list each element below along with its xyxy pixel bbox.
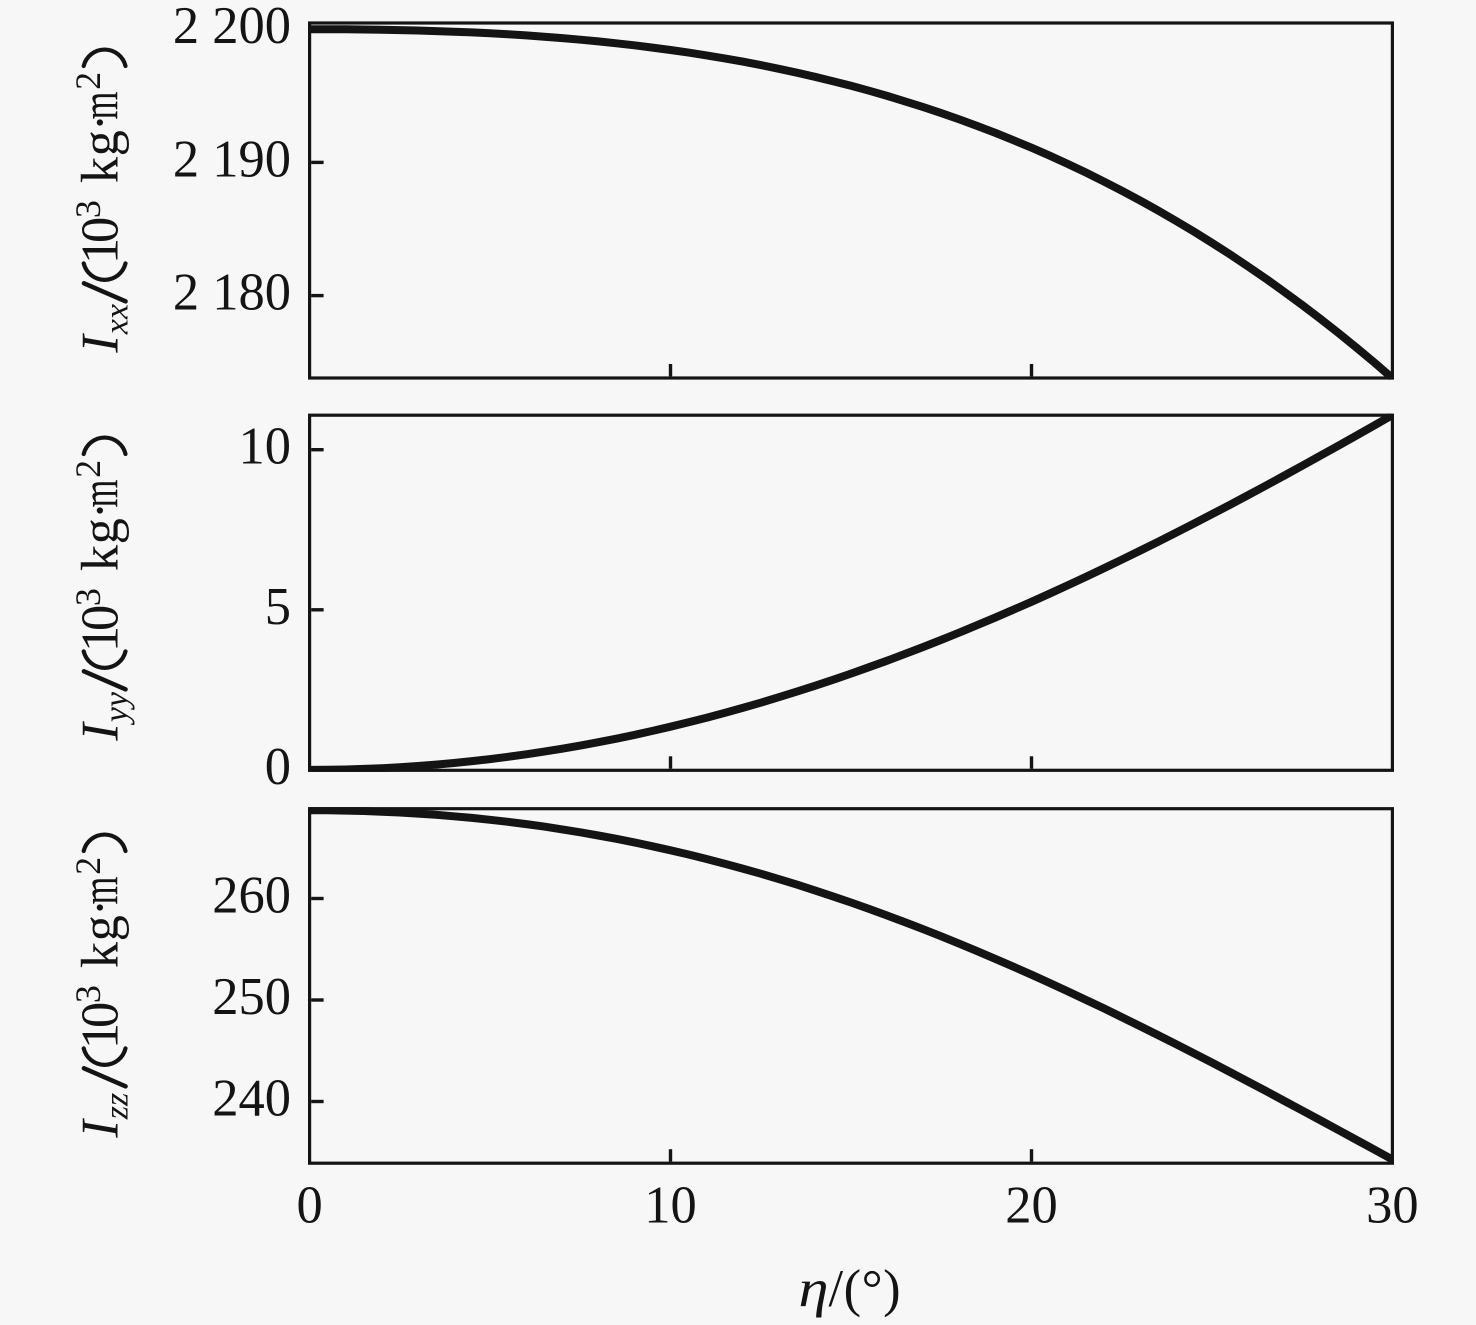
svg-text:0: 0 xyxy=(72,605,130,631)
svg-text:·: · xyxy=(72,114,130,131)
svg-text:m: m xyxy=(72,91,130,119)
svg-text:I: I xyxy=(72,1118,130,1139)
svg-text:g: g xyxy=(72,915,130,941)
svg-text:0: 0 xyxy=(265,738,291,796)
svg-text:0: 0 xyxy=(72,1002,130,1028)
svg-text:yy: yy xyxy=(99,691,136,725)
svg-text:5: 5 xyxy=(265,578,291,636)
svg-text:240: 240 xyxy=(212,1070,291,1128)
svg-text:k: k xyxy=(72,941,130,968)
svg-text:m: m xyxy=(72,479,130,507)
svg-text:1: 1 xyxy=(72,1023,130,1049)
svg-text:1: 1 xyxy=(72,626,130,652)
svg-text:/(°): /(°) xyxy=(829,1260,902,1318)
svg-text:30: 30 xyxy=(1366,1177,1419,1235)
svg-text:2 200: 2 200 xyxy=(173,0,291,55)
svg-text:250: 250 xyxy=(212,968,291,1026)
svg-text:3: 3 xyxy=(68,200,108,218)
svg-text:3: 3 xyxy=(68,985,108,1003)
svg-text:10: 10 xyxy=(644,1177,697,1235)
svg-text:0: 0 xyxy=(296,1177,322,1235)
svg-text:2: 2 xyxy=(68,857,108,875)
svg-text:xx: xx xyxy=(99,304,136,335)
svg-text:2 190: 2 190 xyxy=(173,130,291,188)
svg-text:η: η xyxy=(799,1260,829,1318)
svg-text:·: · xyxy=(72,502,130,519)
svg-text:0: 0 xyxy=(72,217,130,243)
svg-text:g: g xyxy=(72,130,130,156)
svg-text:2: 2 xyxy=(68,72,108,90)
svg-text:10: 10 xyxy=(239,418,292,476)
svg-text:2 180: 2 180 xyxy=(173,264,291,322)
svg-text:I: I xyxy=(72,333,130,354)
svg-text:2: 2 xyxy=(68,460,108,478)
svg-text:m: m xyxy=(72,876,130,904)
svg-text:·: · xyxy=(72,899,130,916)
svg-text:zz: zz xyxy=(99,1093,136,1120)
svg-text:g: g xyxy=(72,518,130,544)
svg-text:I: I xyxy=(72,721,130,742)
svg-text:260: 260 xyxy=(212,867,291,925)
svg-text:k: k xyxy=(72,544,130,571)
svg-text:3: 3 xyxy=(68,588,108,606)
svg-text:k: k xyxy=(72,156,130,183)
svg-text:1: 1 xyxy=(72,238,130,264)
svg-text:20: 20 xyxy=(1005,1177,1058,1235)
